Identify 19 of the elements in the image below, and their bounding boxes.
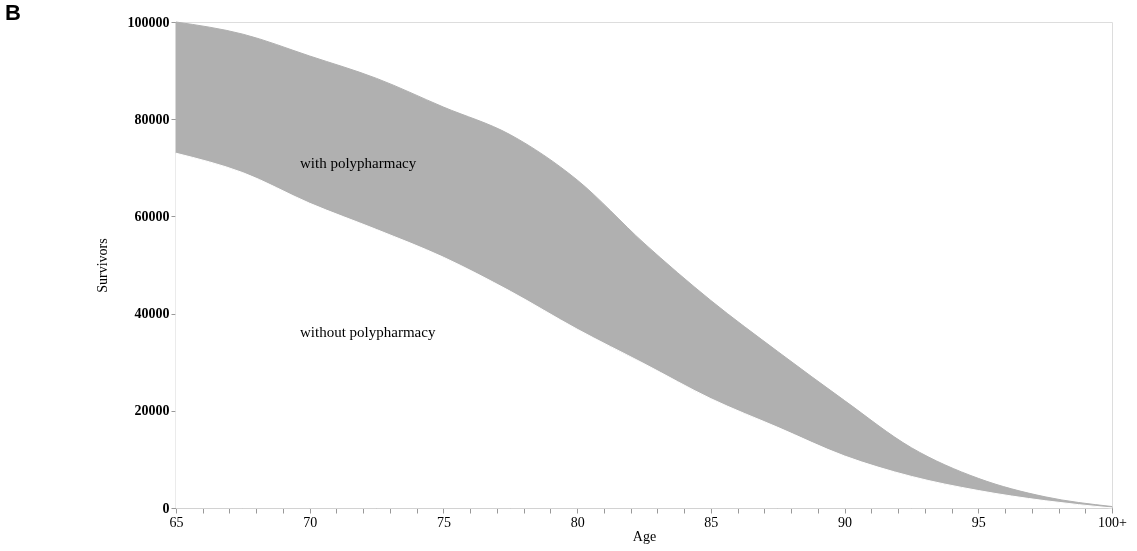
x-tick-label: 70 <box>303 514 318 530</box>
y-tick-label: 40000 <box>134 306 170 322</box>
y-axis-title: Survivors <box>94 238 110 293</box>
x-tick-label: 90 <box>838 514 853 530</box>
x-tick-label: 75 <box>436 514 451 530</box>
y-tick-label: 20000 <box>134 403 170 419</box>
x-tick-label: 85 <box>704 514 719 530</box>
y-tick-label: 80000 <box>134 111 170 127</box>
annotation: with polypharmacy <box>300 155 417 171</box>
annotation: without polypharmacy <box>300 324 436 340</box>
y-tick-label: 60000 <box>134 208 170 224</box>
x-tick-label: 100+ <box>1098 514 1128 530</box>
y-tick-label: 100000 <box>127 14 170 30</box>
x-axis-title: Age <box>632 528 657 544</box>
y-tick-label: 0 <box>162 500 170 516</box>
x-tick-label: 80 <box>570 514 585 530</box>
x-tick-label: 65 <box>169 514 184 530</box>
text: B <box>5 0 21 25</box>
x-tick-label: 95 <box>971 514 986 530</box>
